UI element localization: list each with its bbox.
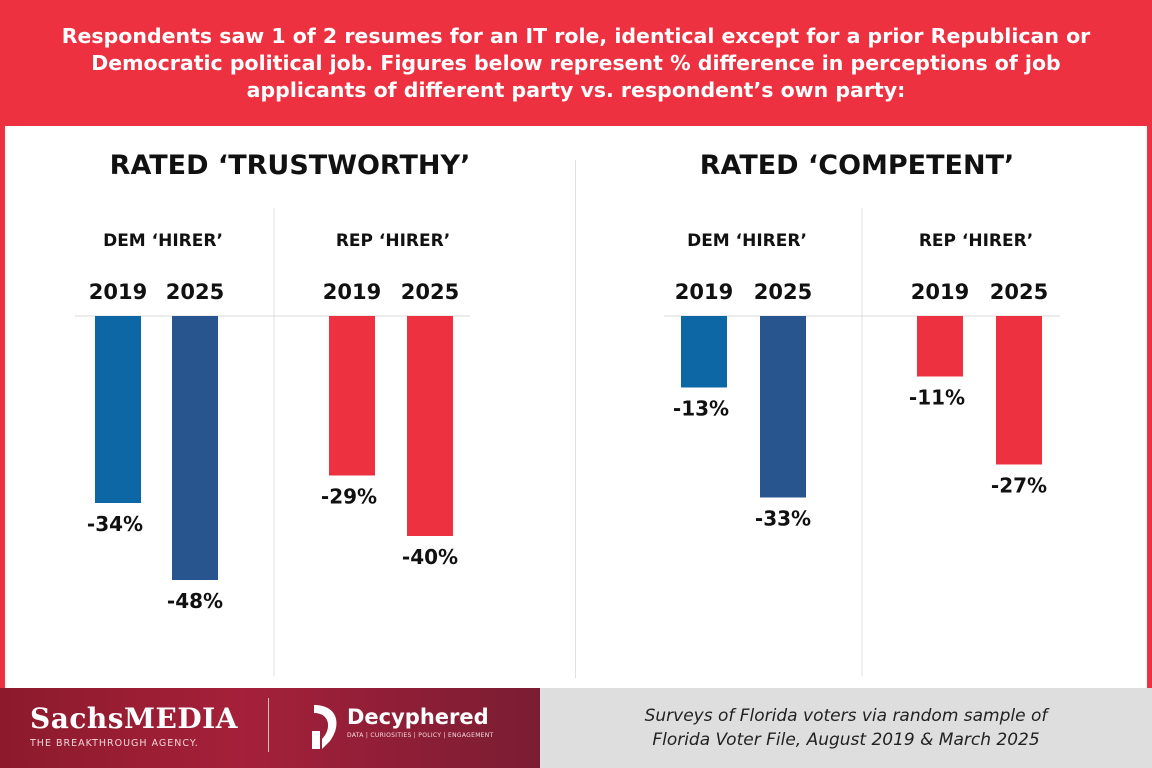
bar-comp-rep-2019 (917, 316, 963, 377)
year-label-trust-rep-2025: 2025 (401, 280, 459, 304)
group-label-trust-rep: REP ‘HIRER’ (336, 231, 450, 251)
value-label-trust-dem-2019: -34% (87, 512, 143, 536)
decyphered-tagline: DATA | CURIOSITIES | POLICY | ENGAGEMENT (347, 732, 494, 739)
chart-competent: RATED ‘COMPETENT’ DEM ‘HIRER’ 2019 -13% 2025… (664, 150, 1060, 676)
chart-title: RATED ‘COMPETENT’ (700, 150, 1015, 181)
value-label-comp-dem-2019: -13% (673, 397, 729, 421)
bar-comp-dem-2025 (760, 316, 806, 498)
group-label-trust-dem: DEM ‘HIRER’ (103, 231, 223, 251)
source-box: Surveys of Florida voters via random sam… (540, 688, 1152, 768)
decyphered-logo-icon (312, 705, 337, 749)
center-divider (575, 160, 576, 678)
source-note: Surveys of Florida voters via random sam… (644, 706, 1048, 750)
sachs-media-name: SachsMEDIA (30, 702, 238, 735)
year-label-comp-dem-2019: 2019 (675, 280, 733, 304)
year-label-comp-dem-2025: 2025 (754, 280, 812, 304)
decyphered-logo: Decyphered DATA | CURIOSITIES | POLICY |… (347, 704, 494, 739)
bar-trust-dem-2025 (172, 316, 218, 580)
year-label-trust-dem-2019: 2019 (89, 280, 147, 304)
year-label-trust-rep-2019: 2019 (323, 280, 381, 304)
year-label-trust-dem-2025: 2025 (166, 280, 224, 304)
header-description: Respondents saw 1 of 2 resumes for an IT… (61, 23, 1091, 102)
sachs-media-tagline: THE BREAKTHROUGH AGENCY. (30, 738, 199, 749)
value-label-trust-rep-2019: -29% (321, 485, 377, 509)
value-label-trust-rep-2025: -40% (402, 545, 458, 569)
bar-trust-dem-2019 (95, 316, 141, 503)
value-label-comp-dem-2025: -33% (755, 507, 811, 531)
decyphered-name: Decyphered (347, 705, 489, 729)
year-label-comp-rep-2019: 2019 (911, 280, 969, 304)
value-label-comp-rep-2025: -27% (991, 474, 1047, 498)
value-label-trust-dem-2025: -48% (167, 589, 223, 613)
bar-trust-rep-2025 (407, 316, 453, 536)
group-label-comp-dem: DEM ‘HIRER’ (687, 231, 807, 251)
sachs-media-logo: SachsMEDIA THE BREAKTHROUGH AGENCY. (30, 704, 240, 750)
chart-trustworthy: RATED ‘TRUSTWORTHY’ DEM ‘HIRER’ 2019 -34% 20… (75, 150, 471, 676)
value-label-comp-rep-2019: -11% (909, 386, 965, 410)
footer-separator (268, 698, 269, 752)
year-label-comp-rep-2025: 2025 (990, 280, 1048, 304)
bar-trust-rep-2019 (329, 316, 375, 476)
chart-title: RATED ‘TRUSTWORTHY’ (110, 150, 471, 181)
group-label-comp-rep: REP ‘HIRER’ (919, 231, 1033, 251)
header-banner: Respondents saw 1 of 2 resumes for an IT… (0, 0, 1152, 126)
footer-logos (0, 688, 540, 768)
bar-comp-dem-2019 (681, 316, 727, 388)
bar-comp-rep-2025 (996, 316, 1042, 465)
